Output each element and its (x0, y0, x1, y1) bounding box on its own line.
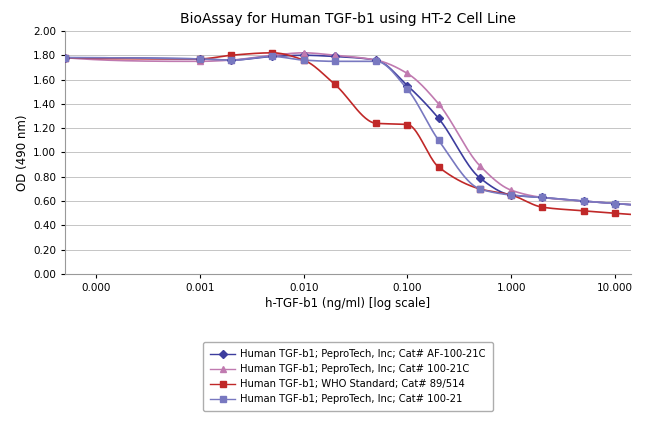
Title: BioAssay for Human TGF-b1 using HT-2 Cell Line: BioAssay for Human TGF-b1 using HT-2 Cel… (180, 11, 515, 26)
Legend: Human TGF-b1; PeproTech, Inc; Cat# AF-100-21C, Human TGF-b1; PeproTech, Inc; Cat: Human TGF-b1; PeproTech, Inc; Cat# AF-10… (203, 342, 493, 411)
X-axis label: h-TGF-b1 (ng/ml) [log scale]: h-TGF-b1 (ng/ml) [log scale] (265, 297, 430, 310)
Y-axis label: OD (490 nm): OD (490 nm) (16, 114, 29, 191)
